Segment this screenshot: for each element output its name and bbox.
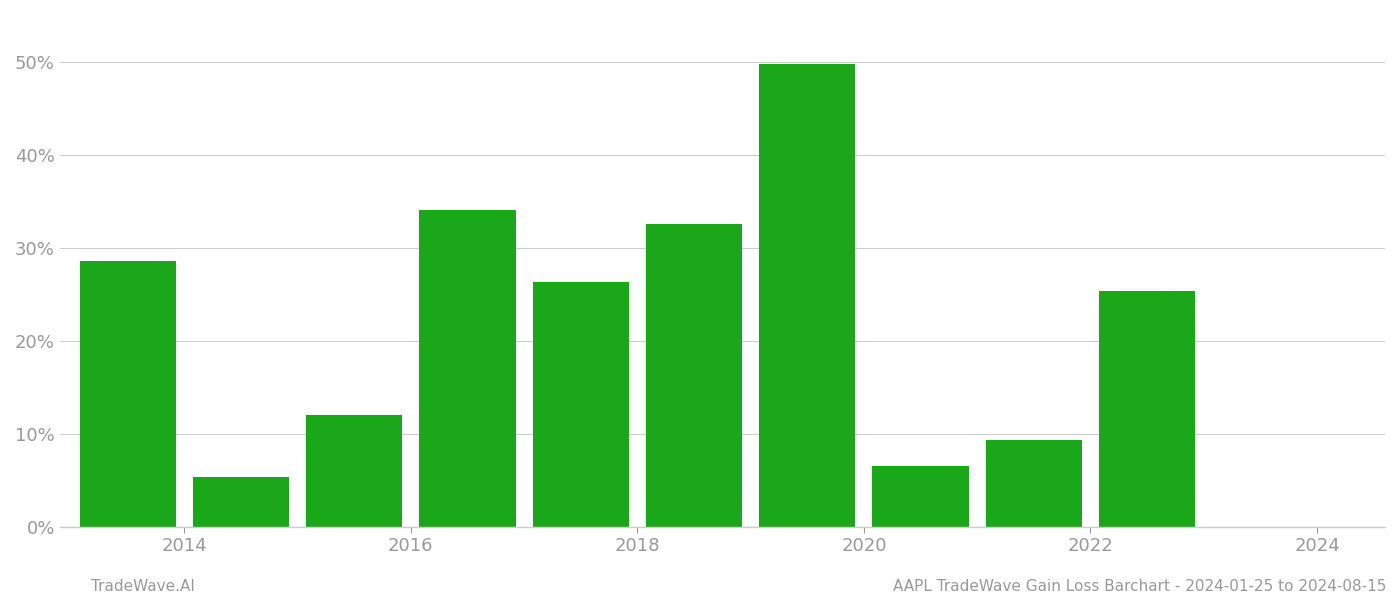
Bar bbox=[307, 415, 402, 527]
Text: AAPL TradeWave Gain Loss Barchart - 2024-01-25 to 2024-08-15: AAPL TradeWave Gain Loss Barchart - 2024… bbox=[893, 579, 1386, 594]
Bar bbox=[193, 477, 290, 527]
Bar bbox=[1099, 291, 1196, 527]
Bar bbox=[759, 64, 855, 527]
Bar bbox=[80, 262, 176, 527]
Text: TradeWave.AI: TradeWave.AI bbox=[91, 579, 195, 594]
Bar bbox=[645, 224, 742, 527]
Bar bbox=[532, 282, 629, 527]
Bar bbox=[872, 466, 969, 527]
Bar bbox=[420, 211, 515, 527]
Bar bbox=[986, 440, 1082, 527]
